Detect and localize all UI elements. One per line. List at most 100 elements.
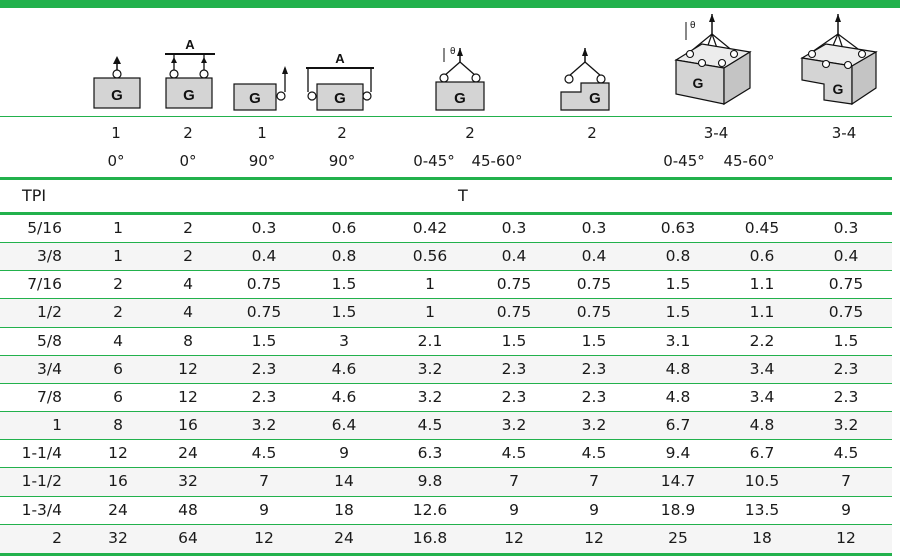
tpi-cell: 7/8 [37, 387, 62, 406]
capacity-cell: 0.3 [251, 219, 277, 237]
svg-text:G: G [183, 87, 195, 104]
capacity-cell: 4.5 [251, 444, 277, 463]
tpi-cell: 1/2 [37, 303, 62, 322]
capacity-cell: 0.75 [246, 303, 282, 322]
row-divider [0, 382, 892, 384]
capacity-cell: 0.45 [744, 219, 780, 237]
tpi-cell: 3/8 [37, 247, 62, 266]
capacity-cell: 0.4 [251, 247, 277, 266]
capacity-cell: 2.3 [581, 387, 607, 406]
capacity-cell: 1.1 [749, 275, 775, 294]
capacity-cell: 4.8 [665, 387, 691, 406]
capacity-cell: 9.8 [417, 472, 443, 491]
header-divider [0, 177, 892, 180]
capacity-cell: 1 [425, 275, 435, 294]
capacity-cell: 0.75 [246, 275, 282, 294]
capacity-cell: 4.5 [501, 444, 527, 463]
capacity-cell: 12 [836, 528, 856, 547]
capacity-cell: 16 [178, 416, 198, 435]
capacity-cell: 3.4 [749, 359, 775, 378]
angle-label: 90° [248, 152, 276, 170]
tpi-cell: 5/8 [37, 331, 62, 350]
diagram-four-leg-stepped-box: G [796, 8, 886, 116]
capacity-cell: 1.1 [749, 303, 775, 322]
capacity-cell: 6.7 [665, 416, 691, 435]
angle-label: 45-60° [723, 152, 775, 170]
tpi-cell: 1-3/4 [21, 500, 62, 519]
capacity-cell: 3.2 [581, 416, 607, 435]
capacity-cell: 3.4 [749, 387, 775, 406]
tpi-cell: 2 [52, 528, 62, 547]
capacity-cell: 2.3 [581, 359, 607, 378]
capacity-cell: 7 [509, 472, 519, 491]
capacity-cell: 9 [589, 500, 599, 519]
angle-label: 45-60° [471, 152, 523, 170]
svg-text:A: A [185, 37, 195, 52]
capacity-cell: 4.5 [833, 444, 859, 463]
capacity-cell: 9 [339, 444, 349, 463]
capacity-cell: 7 [589, 472, 599, 491]
unit-row: TPI T [0, 180, 900, 212]
legs-label: 2 [183, 124, 193, 142]
capacity-cell: 0.3 [501, 219, 527, 237]
table-row: 1-1/2 16 32 7 14 9.8 7 7 14.7 10.5 7 [0, 468, 892, 497]
capacity-cell: 1 [425, 303, 435, 322]
capacity-cell: 9 [841, 500, 851, 519]
capacity-cell: 7 [259, 472, 269, 491]
capacity-cell: 6 [113, 359, 123, 378]
capacity-cell: 0.3 [581, 219, 607, 237]
angle-label: 0° [179, 152, 197, 170]
capacity-cell: 1.5 [581, 331, 607, 350]
unit-row-divider [0, 212, 892, 215]
diagram-single-side-pull: G [230, 8, 300, 116]
svg-text:G: G [589, 90, 601, 107]
capacity-cell: 12 [254, 528, 274, 547]
legs-label: 1 [111, 124, 121, 142]
capacity-cell: 0.4 [501, 247, 527, 266]
capacity-cell: 9 [259, 500, 269, 519]
capacity-cell: 4 [113, 331, 123, 350]
capacity-cell: 3.2 [417, 387, 443, 406]
table-row: 1-1/4 12 24 4.5 9 6.3 4.5 4.5 9.4 6.7 4.5 [0, 440, 892, 468]
row-divider [0, 242, 892, 244]
capacity-cell: 8 [113, 416, 123, 435]
capacity-cell: 64 [178, 528, 198, 547]
capacity-cell: 18 [334, 500, 354, 519]
capacity-cell: 4.5 [581, 444, 607, 463]
load-unit-label: T [458, 186, 468, 205]
capacity-cell: 4.6 [331, 387, 357, 406]
capacity-cell: 2.3 [501, 387, 527, 406]
table-row: 3/4 6 12 2.3 4.6 3.2 2.3 2.3 4.8 3.4 2.3 [0, 355, 892, 384]
table-row: 1/2 2 4 0.75 1.5 1 0.75 0.75 1.5 1.1 0.75 [0, 299, 892, 328]
svg-text:G: G [111, 87, 123, 104]
capacity-cell: 10.5 [744, 472, 780, 491]
capacity-cell: 1.5 [833, 331, 859, 350]
capacity-cell: 0.8 [665, 247, 691, 266]
capacity-cell: 0.56 [412, 247, 448, 266]
capacity-cell: 9 [509, 500, 519, 519]
capacity-cell: 8 [183, 331, 193, 350]
capacity-cell: 4.8 [665, 359, 691, 378]
svg-text:A: A [335, 51, 345, 66]
capacity-cell: 0.63 [660, 219, 696, 237]
svg-text:G: G [833, 81, 844, 97]
lifting-config-diagrams: G A G G A [0, 8, 900, 116]
divider-under-icons [0, 116, 892, 117]
tpi-cell: 7/16 [27, 275, 62, 294]
legs-label: 3-4 [831, 124, 857, 142]
capacity-cell: 7 [841, 472, 851, 491]
capacity-cell: 0.3 [833, 219, 859, 237]
capacity-cell: 13.5 [744, 500, 780, 519]
capacity-cell: 1.5 [501, 331, 527, 350]
legs-label: 2 [587, 124, 597, 142]
svg-text:G: G [249, 90, 261, 107]
capacity-cell: 2.1 [417, 331, 443, 350]
angle-label: 90° [328, 152, 356, 170]
capacity-cell: 32 [178, 472, 198, 491]
capacity-cell: 0.6 [749, 247, 775, 266]
svg-text:θ: θ [690, 21, 696, 31]
top-accent-bar [0, 0, 900, 8]
capacity-cell: 0.42 [412, 219, 448, 237]
capacity-cell: 0.75 [576, 275, 612, 294]
angle-label: 0° [107, 152, 125, 170]
